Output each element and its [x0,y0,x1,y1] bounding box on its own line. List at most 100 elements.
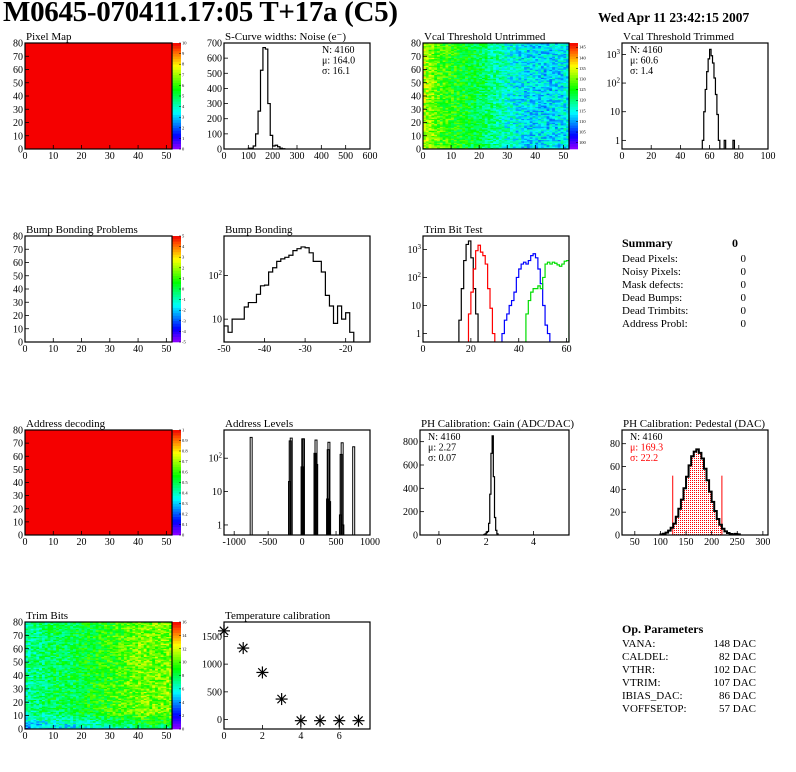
heatmap-cell [484,68,488,70]
heatmap-cell [501,93,505,95]
heatmap-cell [543,94,547,97]
heatmap-cell [473,147,477,149]
heatmap-cell [448,77,452,80]
heatmap-cell [459,97,463,99]
heatmap-cell [526,107,530,110]
heatmap-cell [439,122,443,125]
heatmap-cell [540,131,545,134]
heatmap-cell [481,114,486,117]
heatmap-cell [484,93,488,95]
heatmap-cell [554,52,559,54]
heatmap-cell [437,81,441,84]
heatmap-cell [434,109,438,111]
heatmap-cell [546,113,550,115]
heatmap-cell [462,147,466,149]
heatmap-cell [437,137,441,139]
heatmap-cell [560,102,564,105]
heatmap-cell [459,93,463,95]
heatmap-cell [552,102,556,105]
colorbar-segment [172,109,181,113]
heatmap-cell [563,129,567,131]
heatmap-cell [481,54,486,57]
heatmap-cell [535,64,539,66]
heatmap-cell [448,49,452,52]
heatmap-cell [549,45,553,48]
heatmap-cell [453,80,457,82]
heatmap-cell [512,77,516,80]
heatmap-cell [535,69,539,72]
heatmap-cell [538,90,542,93]
heatmap-cell [25,688,29,691]
heatmap-cell [481,84,486,86]
heatmap-cell [448,125,452,127]
heatmap-cell [518,72,522,74]
heatmap-cell [543,113,547,115]
heatmap-cell [546,58,550,61]
heatmap-cell [423,64,427,66]
heatmap-cell [493,90,497,93]
heatmap-cell [540,49,545,52]
heatmap-cell [456,53,460,56]
heatmap-cell [566,76,569,78]
heatmap-cell [470,86,474,89]
heatmap-cell [535,62,539,65]
heatmap-cell [549,121,553,123]
y-tick-label: 40 [610,485,620,496]
heatmap-cell [439,137,443,139]
heatmap-cell [448,61,452,64]
heatmap-cell [524,129,528,131]
heatmap-cell [498,102,502,105]
heatmap-cell [566,60,569,62]
heatmap-cell [423,137,427,139]
heatmap-cell [437,78,441,81]
heatmap-cell [442,143,446,146]
heatmap-cell [532,99,536,102]
heatmap-cell [437,127,441,130]
heatmap-cell [493,50,497,53]
heatmap-cell [431,77,435,80]
heatmap-cell [462,115,466,118]
heatmap-cell [493,135,497,138]
heatmap-cell [493,129,497,131]
heatmap-cell [493,131,497,134]
heatmap-cell [524,64,528,66]
heatmap-cell [518,52,522,54]
heatmap-cell [498,48,502,50]
colorbar-segment [172,318,181,322]
heatmap-cell [540,45,545,48]
heatmap-cell [470,76,474,78]
heatmap-cell [510,89,514,91]
heatmap-cell [476,118,480,121]
heatmap-cell [431,102,435,105]
heatmap-cell [510,119,514,122]
heatmap-cell [512,80,516,82]
heatmap-cell [507,93,511,95]
heatmap-cell [510,92,514,94]
heatmap-cell [515,107,519,110]
heatmap-cell [459,129,463,131]
heatmap-cell [493,57,497,60]
heatmap-cell [540,78,545,81]
heatmap-cell [554,119,559,122]
heatmap-cell [535,109,539,111]
heatmap-cell [476,121,480,123]
heatmap-cell [423,60,427,62]
heatmap-cell [30,670,34,672]
heatmap-cell [543,82,547,85]
heatmap-cell [515,43,519,45]
heatmap-cell [425,105,429,107]
heatmap-cell [484,74,488,77]
x-tick-label: 500 [338,151,353,162]
heatmap-cell [526,126,530,129]
heatmap-cell [423,105,427,107]
heatmap-cell [560,61,564,64]
heatmap-cell [27,694,31,696]
heatmap-cell [442,93,446,95]
heatmap-cell [554,147,559,149]
heatmap-cell [437,134,441,137]
heatmap-cell [563,126,567,129]
heatmap-cell [445,123,449,126]
heatmap-cell [487,56,491,58]
heatmap-cell [431,146,435,148]
heatmap-cell [434,69,438,72]
